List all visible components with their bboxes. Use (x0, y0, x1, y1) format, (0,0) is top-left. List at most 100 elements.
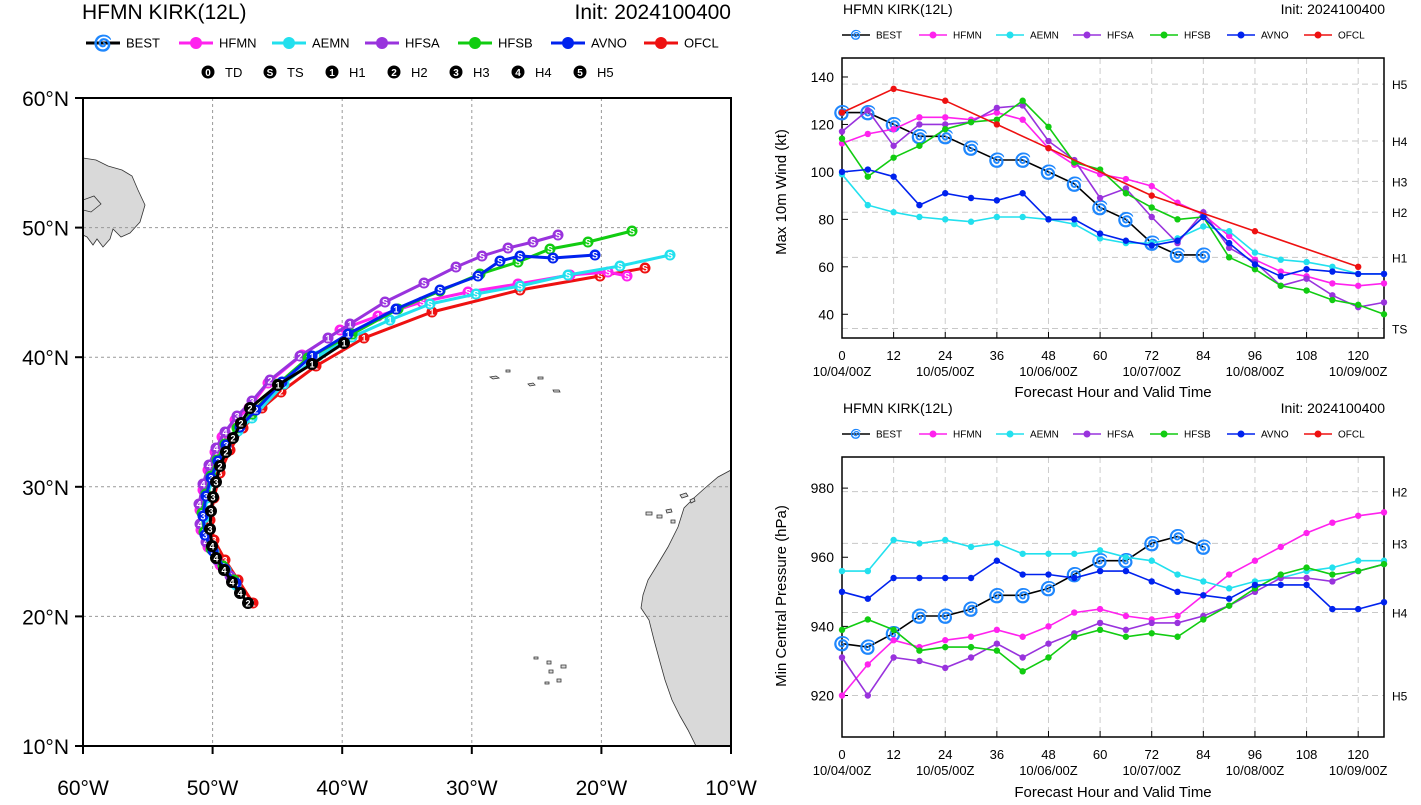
data-point-avno (1174, 237, 1181, 244)
data-point-hfsa (967, 654, 975, 661)
legend-label-aemn: AEMN (1030, 430, 1059, 441)
best-track-marker-label: 2 (247, 404, 252, 414)
intensity-label-h3: H3 (473, 65, 490, 80)
track-marker-label: S (592, 251, 598, 261)
data-point-aemn (1200, 578, 1207, 585)
track-marker-label: 1 (375, 312, 380, 322)
series-line-avno (841, 168, 1384, 278)
data-point-aemn (838, 567, 846, 575)
data-point-hfsb (1096, 626, 1104, 634)
date-tick-label: 10/04/00Z (813, 763, 872, 778)
track-line-ofcl (208, 266, 646, 604)
category-label-h2: H2 (1392, 486, 1408, 500)
data-point-hfsa (993, 640, 1001, 647)
legend-label-hfmn: HFMN (953, 430, 982, 441)
data-point-hfsb (942, 643, 949, 651)
data-point-avno (916, 574, 923, 582)
data-point-hfsa (1380, 299, 1388, 306)
wind-chart-legend: 🌀 BEST HFMN AEMN HFSA HFSB AVNO OFCL (842, 29, 1365, 42)
track-marker-label: 3 (223, 441, 228, 451)
x-tick-label: 24 (938, 348, 952, 363)
data-point-aemn (890, 209, 897, 216)
y-tick-label: 980 (811, 480, 835, 496)
newfoundland-landmass (83, 157, 146, 248)
data-point-hfmn (1251, 557, 1259, 564)
data-point-avno (1329, 268, 1336, 275)
legend-marker-hfmn (929, 430, 937, 438)
track-marker (614, 260, 626, 272)
best-track-marker (206, 540, 218, 552)
legend-label-aemn: AEMN (1030, 31, 1059, 42)
intensity-symbol-char: 0 (205, 68, 211, 79)
track-marker-label: 4 (203, 538, 208, 548)
data-point-ofcl (1354, 263, 1362, 271)
category-label-h1: H1 (1392, 251, 1408, 265)
legend-hurricane-symbol: 🌀 (850, 29, 861, 40)
date-tick-label: 10/09/00Z (1329, 364, 1388, 379)
best-point: 🌀 (1014, 586, 1031, 604)
track-marker-label: S (585, 238, 591, 248)
data-point-hfsb (1174, 633, 1181, 640)
track-marker (552, 229, 564, 241)
data-point-hfmn (1354, 512, 1362, 519)
data-point-avno (1071, 216, 1078, 223)
data-point-aemn (916, 540, 923, 547)
x-tick-label: 120 (1347, 348, 1369, 363)
data-point-hfsa (1019, 102, 1026, 109)
intensity-symbol-char: 2 (391, 68, 397, 79)
track-marker-label: 1 (325, 334, 330, 344)
best-point: 🌀 (885, 115, 902, 133)
data-point-hfsa (1303, 574, 1310, 582)
best-track-marker (242, 597, 254, 609)
x-tick-label: 12 (886, 747, 900, 762)
data-point-hfsb (1045, 654, 1052, 661)
date-tick-label: 10/08/00Z (1226, 364, 1285, 379)
best-track-marker (220, 446, 232, 458)
data-point-aemn (967, 218, 975, 225)
series-line-aemn (841, 173, 1384, 275)
data-point-hfsa (864, 692, 872, 699)
lon-tick-label: 20°W (576, 777, 628, 800)
track-marker-label: 1 (315, 352, 320, 362)
series-line-aemn (842, 539, 1384, 590)
x-tick-label: 0 (838, 348, 845, 363)
data-point-avno (1200, 213, 1207, 221)
data-point-hfsa (1122, 185, 1130, 192)
wind-y-axis-label: Max 10m Wind (kt) (773, 129, 790, 255)
series-line-hfsa (841, 563, 1385, 697)
data-point-hfsa (890, 654, 897, 661)
category-label-ts: TS (1392, 323, 1407, 337)
lon-tick-label: 30°W (446, 777, 498, 800)
data-point-hfsb (864, 616, 872, 623)
data-point-aemn (864, 567, 872, 575)
data-point-avno (1380, 270, 1388, 278)
best-track-marker (218, 564, 230, 576)
x-tick-label: 12 (886, 348, 900, 363)
intensity-symbol-h2 (387, 65, 401, 79)
legend-label-avno: AVNO (591, 36, 627, 51)
best-point: 🌀 (1169, 528, 1186, 546)
data-point-avno (838, 588, 846, 596)
track-marker-label: 3 (234, 412, 239, 422)
legend-marker-hfmn (929, 31, 937, 39)
legend-label-hfsb: HFSB (1184, 31, 1211, 42)
series-line-best (842, 111, 1204, 256)
data-point-aemn (1354, 557, 1362, 564)
data-point-hfsb (1019, 97, 1026, 104)
track-marker-label: S (479, 252, 485, 262)
best-track-marker-label: 3 (210, 493, 215, 503)
category-label-h3: H3 (1392, 175, 1408, 189)
data-point-hfsa (838, 654, 846, 661)
x-tick-label: 72 (1144, 747, 1158, 762)
legend-label-hfsa: HFSA (1107, 430, 1134, 441)
intensity-symbol-char: 5 (577, 68, 583, 79)
track-marker (450, 261, 462, 273)
wind-x-axis-label: Forecast Hour and Valid Time (1014, 384, 1211, 401)
data-point-hfmn (1148, 182, 1155, 190)
best-track-marker-label: 4 (213, 554, 218, 564)
pressure-chart-init: Init: 2024100400 (1281, 400, 1386, 416)
legend-marker-aemn (1006, 31, 1014, 39)
date-tick-label: 10/05/00Z (916, 364, 975, 379)
